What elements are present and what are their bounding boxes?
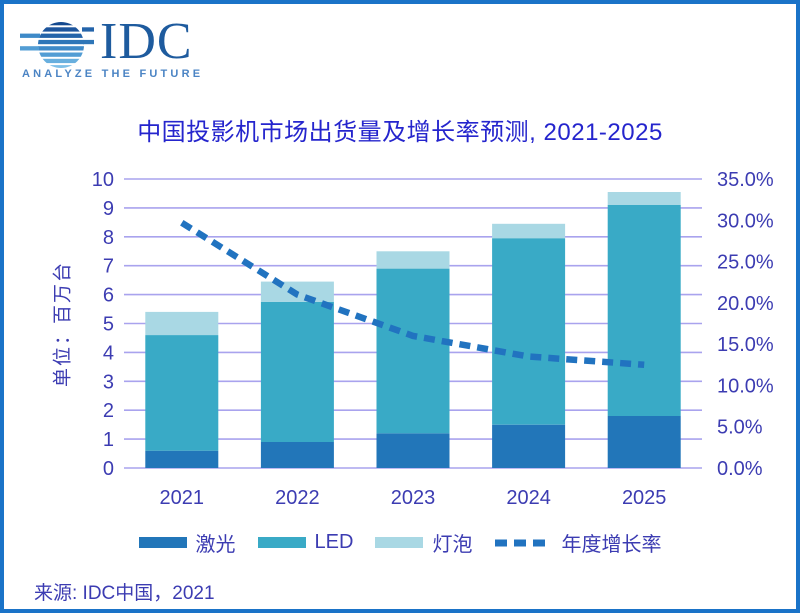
legend-label: 年度增长率 <box>561 534 662 556</box>
left-axis-tick-label: 4 <box>103 342 114 364</box>
bar-segment <box>260 442 334 468</box>
left-axis-tick-label: 7 <box>103 256 114 278</box>
x-axis-tick-label: 2022 <box>275 487 320 509</box>
bar-segment <box>607 192 681 205</box>
left-axis-tick-label: 2 <box>103 400 114 422</box>
legend-item: 灯泡 <box>375 528 472 557</box>
legend-swatch <box>138 537 187 548</box>
bar-segment <box>492 424 566 468</box>
right-axis-tick-label: 35.0% <box>717 169 774 191</box>
legend-item: 年度增长率 <box>494 528 661 557</box>
left-axis-tick-label: 5 <box>103 314 114 336</box>
legend-item: LED <box>257 531 354 554</box>
idc-globe-icon <box>20 22 94 68</box>
legend-label: 灯泡 <box>432 534 473 556</box>
legend-swatch <box>375 537 424 548</box>
x-axis-tick-label: 2021 <box>160 487 205 509</box>
bar-segment <box>145 450 219 468</box>
logo-tagline: ANALYZE THE FUTURE <box>22 68 204 80</box>
idc-logo: IDC ANALYZE THE FUTURE <box>20 16 240 82</box>
left-axis-tick-label: 1 <box>103 429 114 451</box>
bar-segment <box>492 223 566 239</box>
bar-segment <box>145 335 219 451</box>
bar-segment <box>607 205 681 416</box>
x-axis-tick-label: 2024 <box>506 487 551 509</box>
logo-text: IDC <box>100 13 193 70</box>
x-axis-tick-label: 2023 <box>391 487 436 509</box>
chart-title: 中国投影机市场出货量及增长率预测, 2021-2025 <box>137 119 663 146</box>
bar-segment <box>492 238 566 425</box>
left-axis-tick-label: 6 <box>103 285 114 307</box>
bar-segment <box>607 416 681 468</box>
bar-segment <box>376 251 450 269</box>
chart-svg: 0 1 2 3 4 5 6 7 8 9 10 0.0% 5.0% 10.0% 15.0% 20.0% 25.0%… <box>92 169 774 509</box>
right-axis-tick-label: 0.0% <box>717 458 763 480</box>
bar-segment <box>376 433 450 468</box>
left-axis-tick-label: 9 <box>103 198 114 220</box>
legend-swatch <box>257 537 306 548</box>
right-axis-tick-label: 25.0% <box>717 252 774 274</box>
legend: 激光 LED 灯泡 年度增长率 <box>4 528 796 557</box>
left-axis-tick-label: 8 <box>103 227 114 249</box>
left-axis-tick-label: 0 <box>103 458 114 480</box>
growth-line <box>180 220 645 369</box>
right-axis-tick-label: 20.0% <box>717 293 774 315</box>
x-axis-tick-label: 2025 <box>622 487 667 509</box>
bar-segment <box>376 268 450 434</box>
right-axis-tick-label: 15.0% <box>717 334 774 356</box>
left-axis-tick-label: 3 <box>103 371 114 393</box>
right-axis-tick-label: 30.0% <box>717 210 774 232</box>
source-note: 来源: IDC中国，2021 <box>34 583 215 604</box>
legend-label: LED <box>314 531 354 553</box>
bar-segment <box>260 301 334 442</box>
bar-segment <box>145 311 219 335</box>
legend-label: 激光 <box>195 534 236 556</box>
right-axis-tick-label: 10.0% <box>717 375 774 397</box>
legend-line-swatch <box>495 539 552 546</box>
right-axis-tick-label: 5.0% <box>717 417 763 439</box>
legend-item: 激光 <box>138 528 236 557</box>
left-axis-tick-label: 10 <box>92 169 114 191</box>
